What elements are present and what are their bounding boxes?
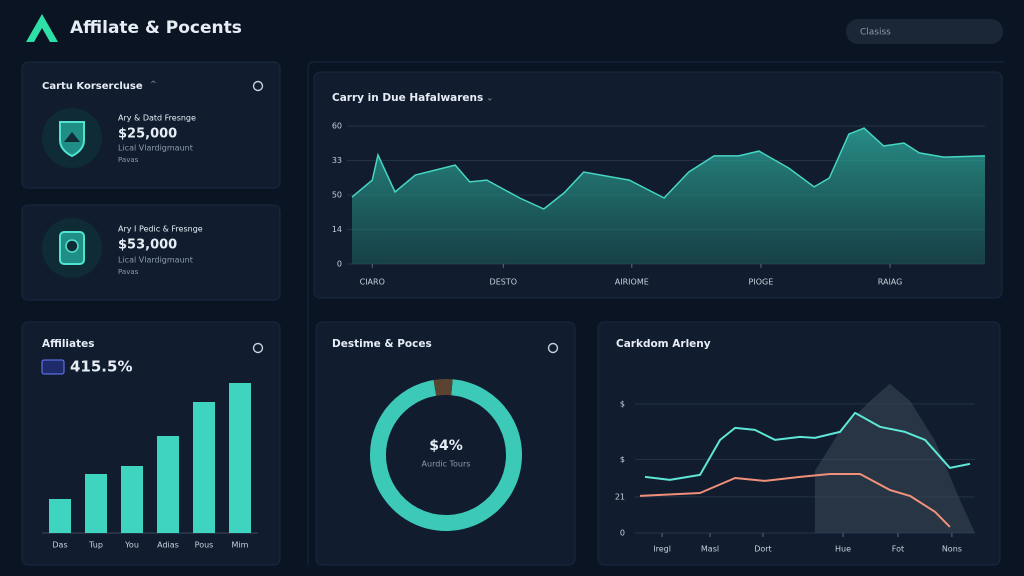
bar (193, 402, 215, 533)
donut-segment (370, 379, 522, 531)
settings-icon[interactable] (252, 80, 264, 92)
bar (85, 474, 107, 533)
search-box[interactable] (846, 19, 1003, 44)
doc-mark (65, 239, 79, 253)
y-tick-label: 60 (332, 122, 342, 131)
x-tick-label: AIRIOME (615, 278, 649, 287)
chart-icon[interactable]: ⌄ (486, 94, 494, 104)
series-area (814, 383, 975, 533)
stat-icon (41, 359, 65, 375)
panel (315, 321, 576, 566)
settings-icon[interactable] (252, 342, 264, 354)
chart-title: Destime & Poces (332, 338, 432, 350)
x-tick-label: DESTO (490, 278, 517, 287)
y-tick-label: 50 (332, 191, 342, 200)
donut-sublabel: Aurdic Tours (422, 460, 471, 469)
x-tick-label: Iregl (653, 545, 671, 554)
app-title: Affilate & Pocents (70, 18, 242, 38)
item-line: Pavas (118, 268, 139, 276)
x-tick-label: Nons (942, 545, 962, 554)
item-line: Pavas (118, 156, 139, 164)
y-tick-label: 14 (332, 225, 342, 234)
donut-label: $4% (429, 438, 463, 454)
x-tick-label: RAIAG (878, 278, 903, 287)
x-tick-label: Dort (754, 545, 771, 554)
frame (307, 61, 1004, 565)
series-line (639, 473, 951, 528)
logo (26, 14, 58, 42)
settings-icon[interactable] (547, 342, 559, 354)
y-tick-label: 33 (332, 156, 342, 165)
bar (121, 466, 143, 533)
item-amount: $53,000 (118, 238, 177, 253)
y-tick-label: 0 (337, 260, 342, 269)
chart-title: Carkdom Arleny (616, 338, 711, 350)
x-tick-label: Tup (88, 541, 103, 550)
chart-title: Affiliates (42, 338, 95, 350)
chart-title: Carry in Due Hafalwarens (332, 92, 483, 104)
donut-segment (433, 379, 453, 396)
card-heading: Cartu Korsercluse (42, 81, 143, 92)
x-tick-label: Fot (892, 545, 904, 554)
item-name: Ary & Datd Fresnge (118, 114, 196, 123)
y-tick-label: $ (620, 455, 625, 464)
x-tick-label: Das (52, 541, 67, 550)
bar (49, 499, 71, 533)
x-tick-label: Masl (701, 545, 719, 554)
x-tick-label: You (124, 541, 139, 550)
y-tick-label: 0 (620, 529, 625, 538)
item-amount: $25,000 (118, 127, 177, 142)
item-name: Ary I Pedic & Fresnge (118, 225, 203, 234)
item-line: Lical Vlardigmaunt (118, 144, 193, 153)
x-tick-label: Mim (232, 541, 249, 550)
area-line (351, 127, 986, 210)
bar (157, 436, 179, 533)
x-tick-label: Pous (195, 541, 214, 550)
x-tick-label: Adias (157, 541, 179, 550)
x-tick-label: PIOGE (749, 278, 774, 287)
y-tick-label: 21 (615, 492, 625, 501)
area (352, 128, 985, 264)
shield-mark (64, 132, 80, 142)
y-tick-label: $ (620, 399, 625, 408)
chart-subtitle: 415.5% (70, 358, 132, 376)
x-tick-label: CIARO (360, 278, 385, 287)
series-line (644, 411, 971, 481)
x-tick-label: Hue (835, 545, 851, 554)
search-text[interactable]: Clasiss (860, 28, 891, 38)
item-line: Lical Vlardigmaunt (118, 256, 193, 265)
bar (229, 383, 251, 533)
caret[interactable]: ^ (150, 80, 157, 89)
